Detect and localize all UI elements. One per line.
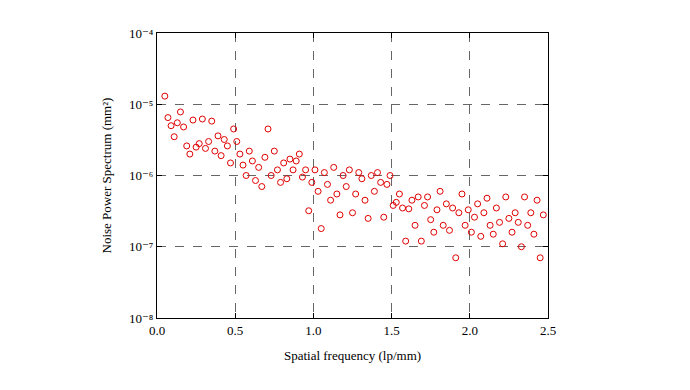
svg-text:10⁻⁵: 10⁻⁵	[129, 97, 153, 112]
svg-text:10⁻⁸: 10⁻⁸	[129, 311, 154, 326]
svg-text:0.0: 0.0	[149, 323, 165, 338]
svg-text:0.5: 0.5	[227, 323, 243, 338]
svg-text:2.5: 2.5	[540, 323, 556, 338]
svg-text:10⁻⁷: 10⁻⁷	[129, 239, 153, 254]
svg-text:1.0: 1.0	[305, 323, 321, 338]
svg-text:1.5: 1.5	[383, 323, 399, 338]
svg-text:Spatial frequency (lp/mm): Spatial frequency (lp/mm)	[284, 348, 421, 363]
svg-text:10⁻⁴: 10⁻⁴	[129, 26, 154, 41]
svg-text:10⁻⁶: 10⁻⁶	[129, 168, 153, 183]
svg-text:Noise Power Spectrum (mm²): Noise Power Spectrum (mm²)	[99, 98, 114, 254]
svg-text:2.0: 2.0	[462, 323, 478, 338]
